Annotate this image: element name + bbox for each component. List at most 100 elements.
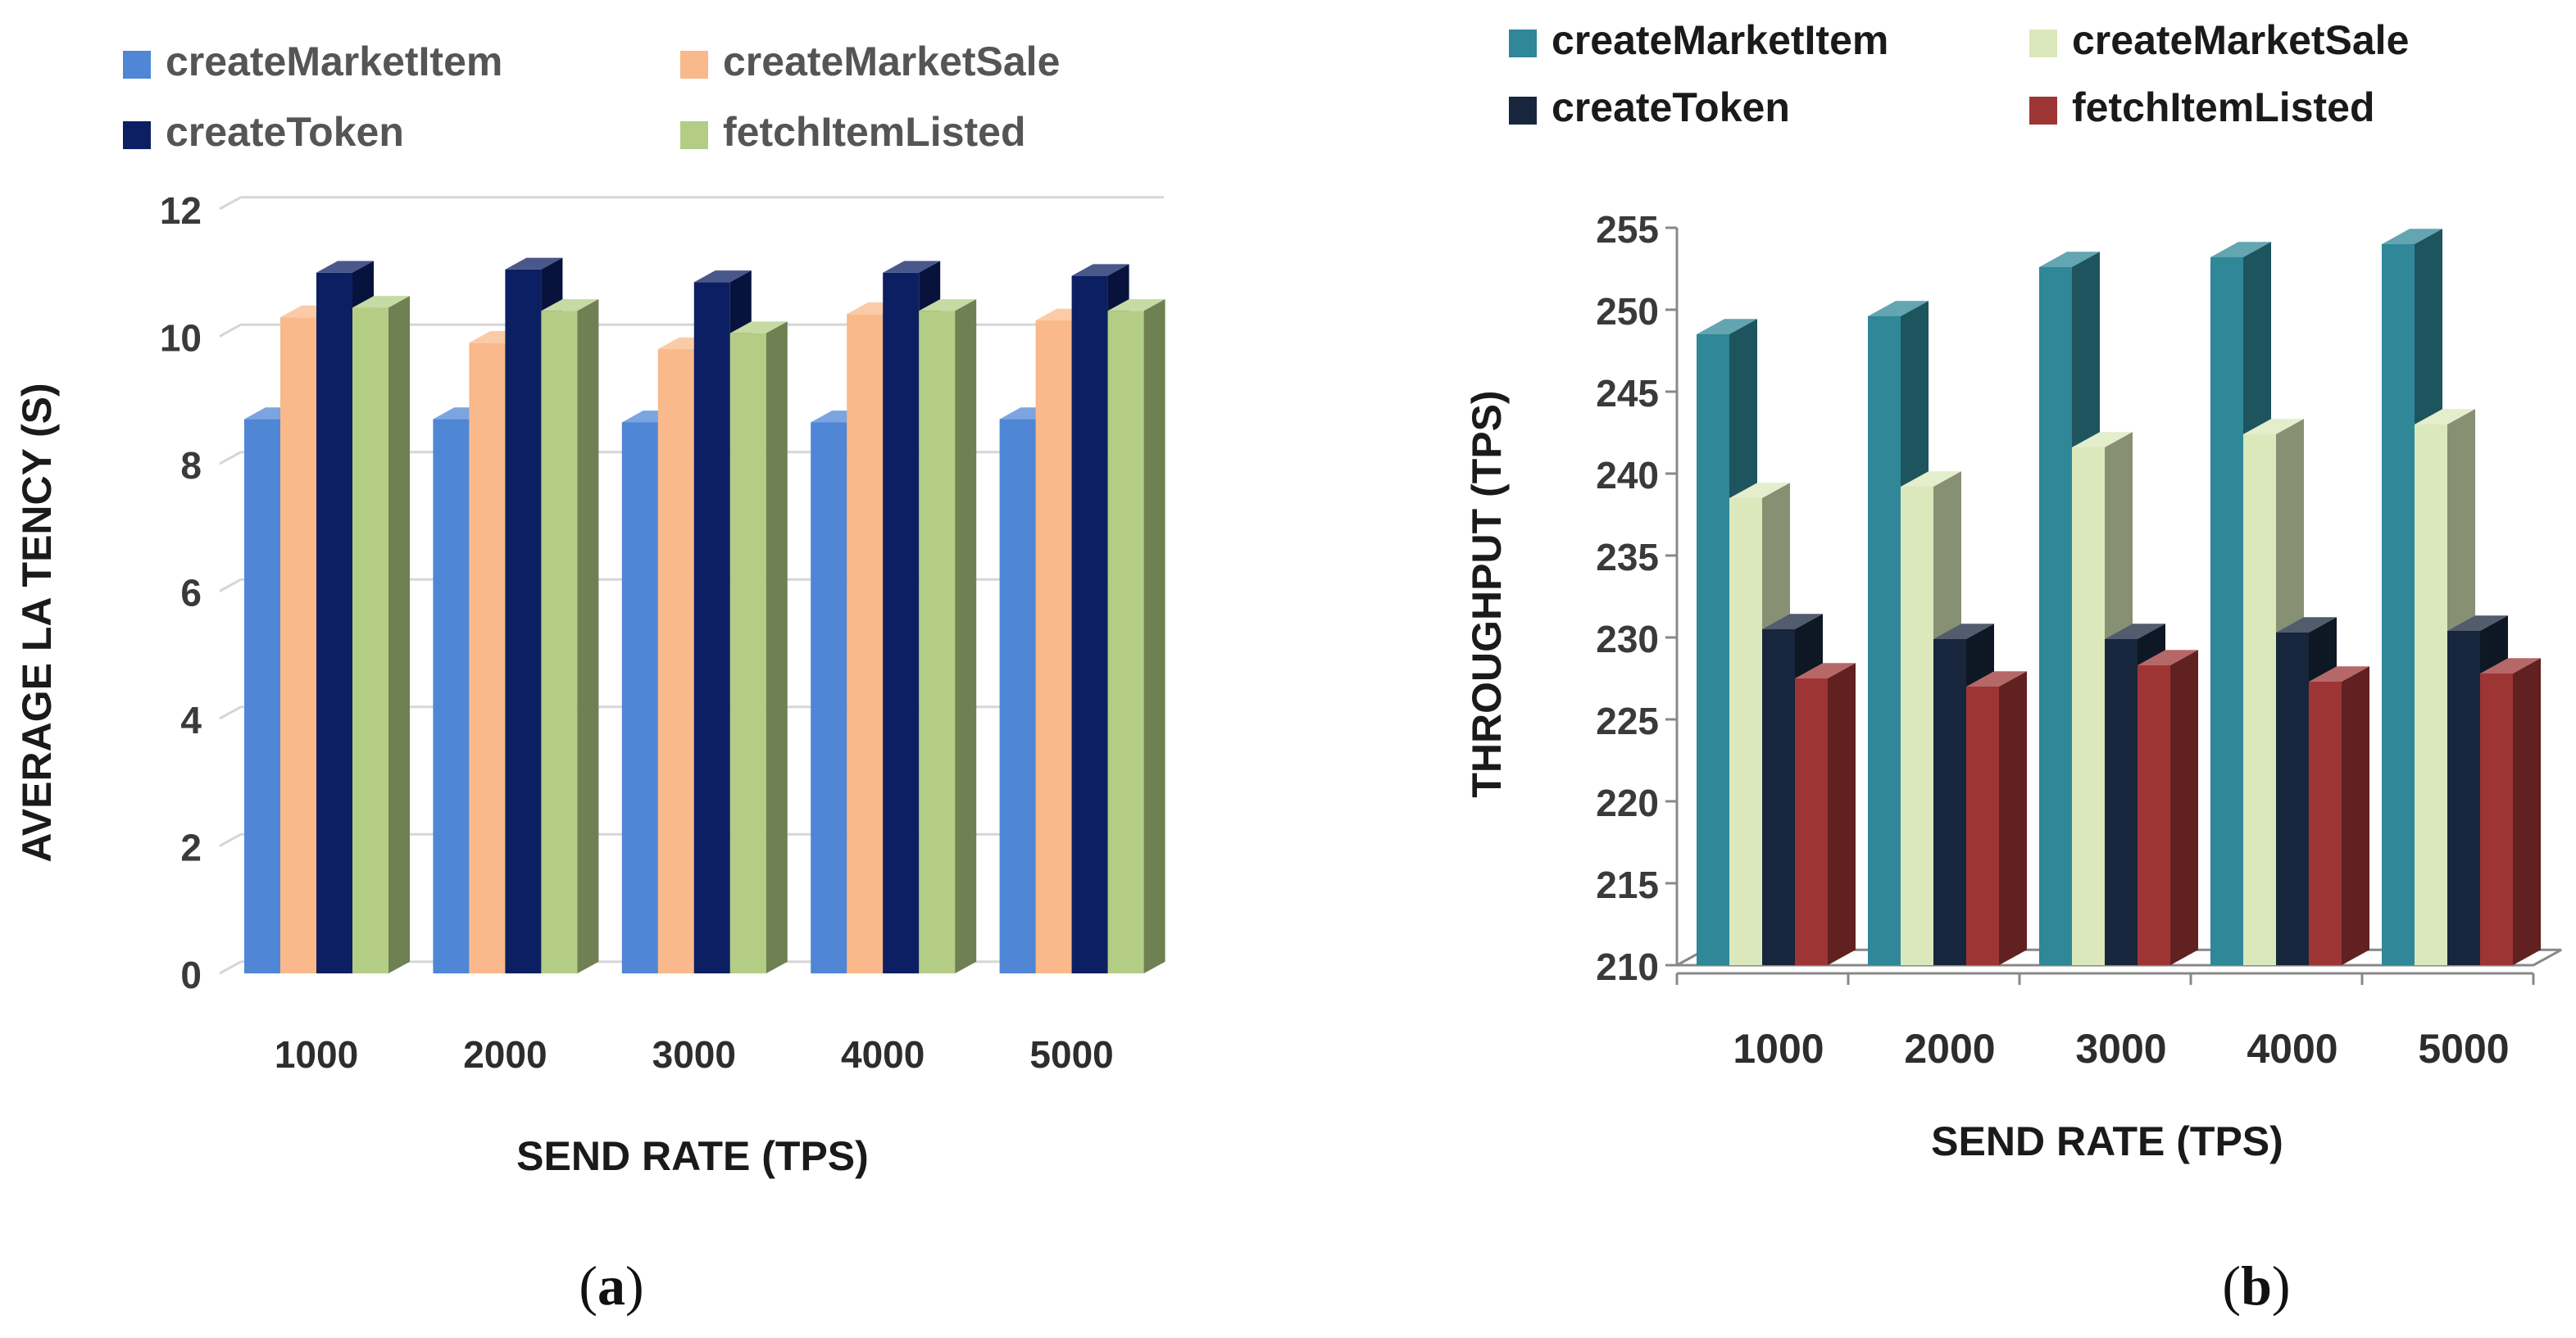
bar-createmarketitem-4000 (2210, 257, 2243, 965)
legend-swatch-createtoken (1509, 97, 1537, 125)
gridline-12 (219, 196, 242, 211)
y-tick-label: 10 (160, 317, 202, 360)
bar-createmarketitem-5000 (999, 419, 1036, 973)
bar-createmarketsale-4000 (847, 314, 884, 974)
bar-createmarketitem-4000 (811, 422, 847, 973)
bar-createmarketitem-5000 (2382, 244, 2415, 965)
bar-fetchitemlisted-2000 (541, 311, 578, 973)
x-tick-label-1000: 1000 (275, 1033, 358, 1076)
bar-top-createtoken-2000 (505, 257, 563, 270)
bar-top-createmarketsale-3000 (2072, 432, 2133, 447)
bar-top-createmarketsale-2000 (1901, 471, 1961, 487)
x-tick-label-5000: 5000 (2418, 1026, 2509, 1072)
bar-createmarketsale-3000 (657, 349, 694, 973)
bar-fetchitemlisted-1000 (352, 307, 388, 973)
y-tick-label: 235 (1596, 536, 1659, 578)
bar-top-fetchitemlisted-2000 (541, 299, 599, 311)
bar-createmarketitem-1000 (1697, 334, 1729, 965)
bar-createtoken-4000 (2276, 633, 2309, 965)
y-tick-label: 8 (180, 444, 202, 487)
bar-side-fetchitemlisted-5000 (1143, 299, 1165, 974)
legend-label-createmarketsale: createMarketSale (723, 39, 1060, 84)
throughput-chart: 210 215 220 225 230 235 240 245 250 255 1000 2000 30… (1464, 17, 2562, 1164)
legend-swatch-fetchitemlisted (2029, 97, 2057, 125)
legend-label-createtoken: createToken (166, 109, 404, 155)
gridline-8 (219, 451, 242, 465)
bar-side-fetchitemlisted-4000 (955, 299, 977, 974)
bar-side-fetchitemlisted-5000 (2513, 658, 2541, 965)
gridline-6 (219, 578, 242, 592)
y-tick-label: 230 (1596, 618, 1659, 660)
bar-top-createmarketitem-5000 (2382, 229, 2442, 244)
x-tick-label-2000: 2000 (463, 1033, 547, 1076)
bar-createmarketsale-4000 (2243, 434, 2276, 965)
bar-side-fetchitemlisted-1000 (1828, 663, 1856, 965)
bar-top-fetchitemlisted-1000 (1795, 663, 1856, 678)
bar-createtoken-3000 (693, 282, 730, 974)
bar-side-fetchitemlisted-2000 (577, 299, 599, 974)
legend-label-createmarketitem: createMarketItem (1552, 17, 1888, 63)
bar-createmarketsale-3000 (2072, 447, 2105, 965)
bar-top-fetchitemlisted-2000 (1966, 671, 2027, 687)
x-tick-label-2000: 2000 (1904, 1026, 1995, 1072)
bar-fetchitemlisted-4000 (2309, 682, 2342, 965)
bar-createtoken-1000 (1762, 629, 1795, 965)
bar-top-createmarketsale-5000 (2415, 409, 2475, 424)
bar-top-createtoken-1000 (1762, 614, 1823, 629)
bar-createtoken-2000 (1933, 639, 1966, 965)
y-tick-label: 6 (180, 572, 202, 615)
bar-top-fetchitemlisted-3000 (2138, 650, 2198, 665)
legend-label-fetchitemlisted: fetchItemListed (2072, 84, 2375, 130)
bar-top-createmarketitem-4000 (2210, 242, 2271, 257)
y-tick-label: 210 (1596, 946, 1659, 988)
gridline-0 (219, 960, 242, 975)
bar-top-createtoken-3000 (693, 270, 752, 283)
bar-createmarketitem-3000 (2039, 267, 2072, 965)
bar-fetchitemlisted-3000 (2138, 665, 2170, 965)
x-tick-label-4000: 4000 (841, 1033, 925, 1076)
y-tick-label: 245 (1596, 372, 1659, 415)
bar-createmarketsale-1000 (1729, 498, 1762, 965)
y-tick-label: 0 (180, 954, 202, 996)
y-tick-label: 2 (180, 827, 202, 869)
bar-top-createmarketitem-1000 (1697, 319, 1757, 334)
bar-top-fetchitemlisted-4000 (2309, 666, 2369, 682)
bar-createmarketsale-5000 (2415, 424, 2447, 965)
legend-swatch-createtoken (123, 121, 151, 149)
bar-fetchitemlisted-3000 (729, 333, 766, 973)
x-tick-label-3000: 3000 (652, 1033, 736, 1076)
bar-top-createmarketitem-3000 (2039, 252, 2100, 267)
y-tick-label: 225 (1596, 700, 1659, 742)
legend-swatch-createmarketitem (1509, 29, 1537, 57)
chart-panel-a: 0 2 4 6 8 10 12 1000 2000 3000 4000 5000 SEND RATE (… (14, 39, 1165, 1317)
bar-fetchitemlisted-5000 (1107, 311, 1144, 973)
y-tick-label: 220 (1596, 782, 1659, 824)
bar-top-fetchitemlisted-5000 (1107, 299, 1165, 311)
bar-top-createmarketsale-1000 (1729, 483, 1790, 498)
bar-top-fetchitemlisted-5000 (2480, 658, 2541, 674)
gridline-10 (219, 323, 242, 338)
x-axis-title: SEND RATE (TPS) (516, 1133, 869, 1179)
bar-createtoken-5000 (1071, 275, 1108, 973)
bar-createtoken-3000 (2105, 639, 2138, 965)
y-tick-label: 240 (1596, 454, 1659, 497)
bar-side-fetchitemlisted-3000 (2170, 650, 2198, 965)
bar-createmarketitem-2000 (433, 419, 470, 973)
bar-createmarketsale-5000 (1035, 320, 1072, 973)
bar-top-createtoken-5000 (1071, 264, 1129, 276)
caption-a: (a) (579, 1254, 644, 1317)
bar-side-fetchitemlisted-3000 (766, 321, 788, 973)
x-tick-label-4000: 4000 (2247, 1026, 2337, 1072)
bar-fetchitemlisted-1000 (1795, 678, 1828, 965)
latency-chart: 0 2 4 6 8 10 12 1000 2000 3000 4000 5000 SEND RATE (… (14, 39, 1165, 1179)
bar-createmarketitem-1000 (244, 419, 280, 973)
legend-label-createtoken: createToken (1552, 84, 1790, 130)
bar-fetchitemlisted-5000 (2480, 674, 2513, 965)
legend-label-fetchitemlisted: fetchItemListed (723, 109, 1026, 155)
bar-top-createmarketsale-4000 (2243, 419, 2304, 434)
y-axis-title: THROUGHPUT (TPS) (1464, 390, 1510, 797)
chart-panel-b: 210 215 220 225 230 235 240 245 250 255 1000 2000 30… (1288, 0, 2576, 1338)
bar-top-createtoken-4000 (883, 261, 941, 273)
bar-top-createmarketitem-2000 (1868, 301, 1929, 316)
x-tick-label-1000: 1000 (1733, 1026, 1824, 1072)
